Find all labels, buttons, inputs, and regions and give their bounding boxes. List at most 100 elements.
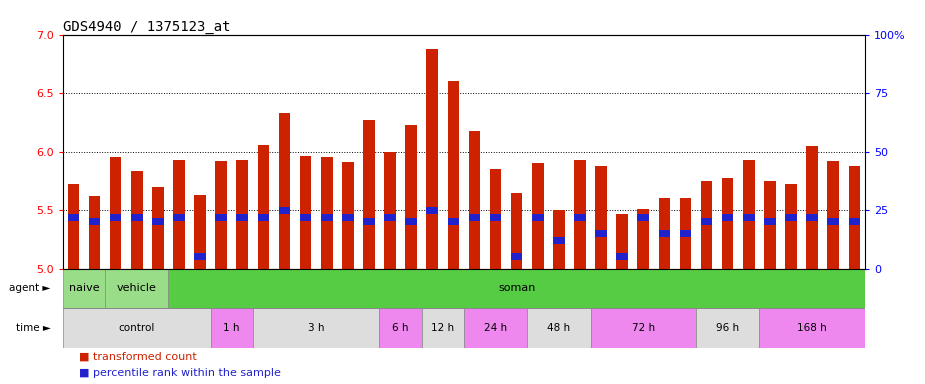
Bar: [364, 120, 375, 268]
Bar: [489, 169, 501, 268]
Text: GDS4940 / 1375123_at: GDS4940 / 1375123_at: [63, 20, 230, 33]
Bar: [553, 237, 564, 244]
Bar: [384, 214, 396, 220]
Bar: [257, 214, 269, 220]
Bar: [173, 160, 185, 268]
Bar: [680, 230, 691, 237]
Text: 96 h: 96 h: [716, 323, 739, 333]
Bar: [110, 214, 121, 220]
Bar: [527, 308, 590, 348]
Bar: [405, 125, 417, 268]
Bar: [168, 268, 865, 308]
Bar: [364, 218, 375, 225]
Bar: [257, 144, 269, 268]
Bar: [426, 49, 438, 268]
Bar: [680, 199, 691, 268]
Bar: [300, 214, 312, 220]
Bar: [659, 230, 671, 237]
Bar: [63, 308, 211, 348]
Text: 48 h: 48 h: [548, 323, 571, 333]
Bar: [469, 214, 480, 220]
Bar: [63, 268, 105, 308]
Bar: [743, 214, 755, 220]
Bar: [321, 214, 332, 220]
Bar: [596, 230, 607, 237]
Text: 6 h: 6 h: [392, 323, 409, 333]
Bar: [321, 157, 332, 268]
Bar: [511, 253, 523, 260]
Bar: [278, 113, 290, 268]
Bar: [532, 214, 544, 220]
Bar: [807, 146, 818, 268]
Bar: [553, 210, 564, 268]
Bar: [574, 214, 586, 220]
Bar: [422, 308, 463, 348]
Text: vehicle: vehicle: [117, 283, 156, 293]
Bar: [469, 131, 480, 268]
Bar: [659, 199, 671, 268]
Bar: [194, 253, 206, 260]
Text: 12 h: 12 h: [431, 323, 454, 333]
Text: 1 h: 1 h: [224, 323, 240, 333]
Text: ■ transformed count: ■ transformed count: [79, 352, 197, 362]
Bar: [532, 163, 544, 268]
Bar: [68, 184, 80, 268]
Bar: [722, 214, 734, 220]
Bar: [405, 218, 417, 225]
Bar: [489, 214, 501, 220]
Text: time ►: time ►: [16, 323, 51, 333]
Bar: [448, 81, 459, 268]
Text: 168 h: 168 h: [797, 323, 827, 333]
Bar: [300, 156, 312, 268]
Text: soman: soman: [498, 283, 536, 293]
Bar: [253, 308, 379, 348]
Bar: [237, 160, 248, 268]
Bar: [342, 162, 353, 268]
Text: ■ percentile rank within the sample: ■ percentile rank within the sample: [79, 368, 281, 378]
Bar: [463, 308, 527, 348]
Text: 3 h: 3 h: [308, 323, 325, 333]
Bar: [743, 160, 755, 268]
Bar: [278, 207, 290, 214]
Bar: [848, 166, 860, 268]
Bar: [701, 218, 712, 225]
Bar: [848, 218, 860, 225]
Bar: [89, 218, 100, 225]
Bar: [637, 214, 649, 220]
Bar: [131, 171, 142, 268]
Text: agent ►: agent ►: [9, 283, 51, 293]
Bar: [574, 160, 586, 268]
Bar: [596, 166, 607, 268]
Bar: [237, 214, 248, 220]
Bar: [764, 181, 776, 268]
Bar: [173, 214, 185, 220]
Text: control: control: [118, 323, 155, 333]
Bar: [637, 209, 649, 268]
Bar: [785, 214, 796, 220]
Text: 24 h: 24 h: [484, 323, 507, 333]
Bar: [211, 308, 253, 348]
Bar: [722, 179, 734, 268]
Bar: [384, 152, 396, 268]
Bar: [616, 253, 628, 260]
Bar: [764, 218, 776, 225]
Bar: [216, 161, 227, 268]
Bar: [342, 214, 353, 220]
Bar: [426, 207, 438, 214]
Bar: [152, 187, 164, 268]
Bar: [379, 308, 422, 348]
Bar: [696, 308, 759, 348]
Bar: [511, 192, 523, 268]
Bar: [194, 195, 206, 268]
Bar: [89, 196, 100, 268]
Bar: [759, 308, 865, 348]
Bar: [448, 218, 459, 225]
Text: 72 h: 72 h: [632, 323, 655, 333]
Bar: [616, 214, 628, 268]
Bar: [152, 218, 164, 225]
Bar: [785, 184, 796, 268]
Text: naive: naive: [68, 283, 99, 293]
Bar: [105, 268, 168, 308]
Bar: [828, 218, 839, 225]
Bar: [131, 214, 142, 220]
